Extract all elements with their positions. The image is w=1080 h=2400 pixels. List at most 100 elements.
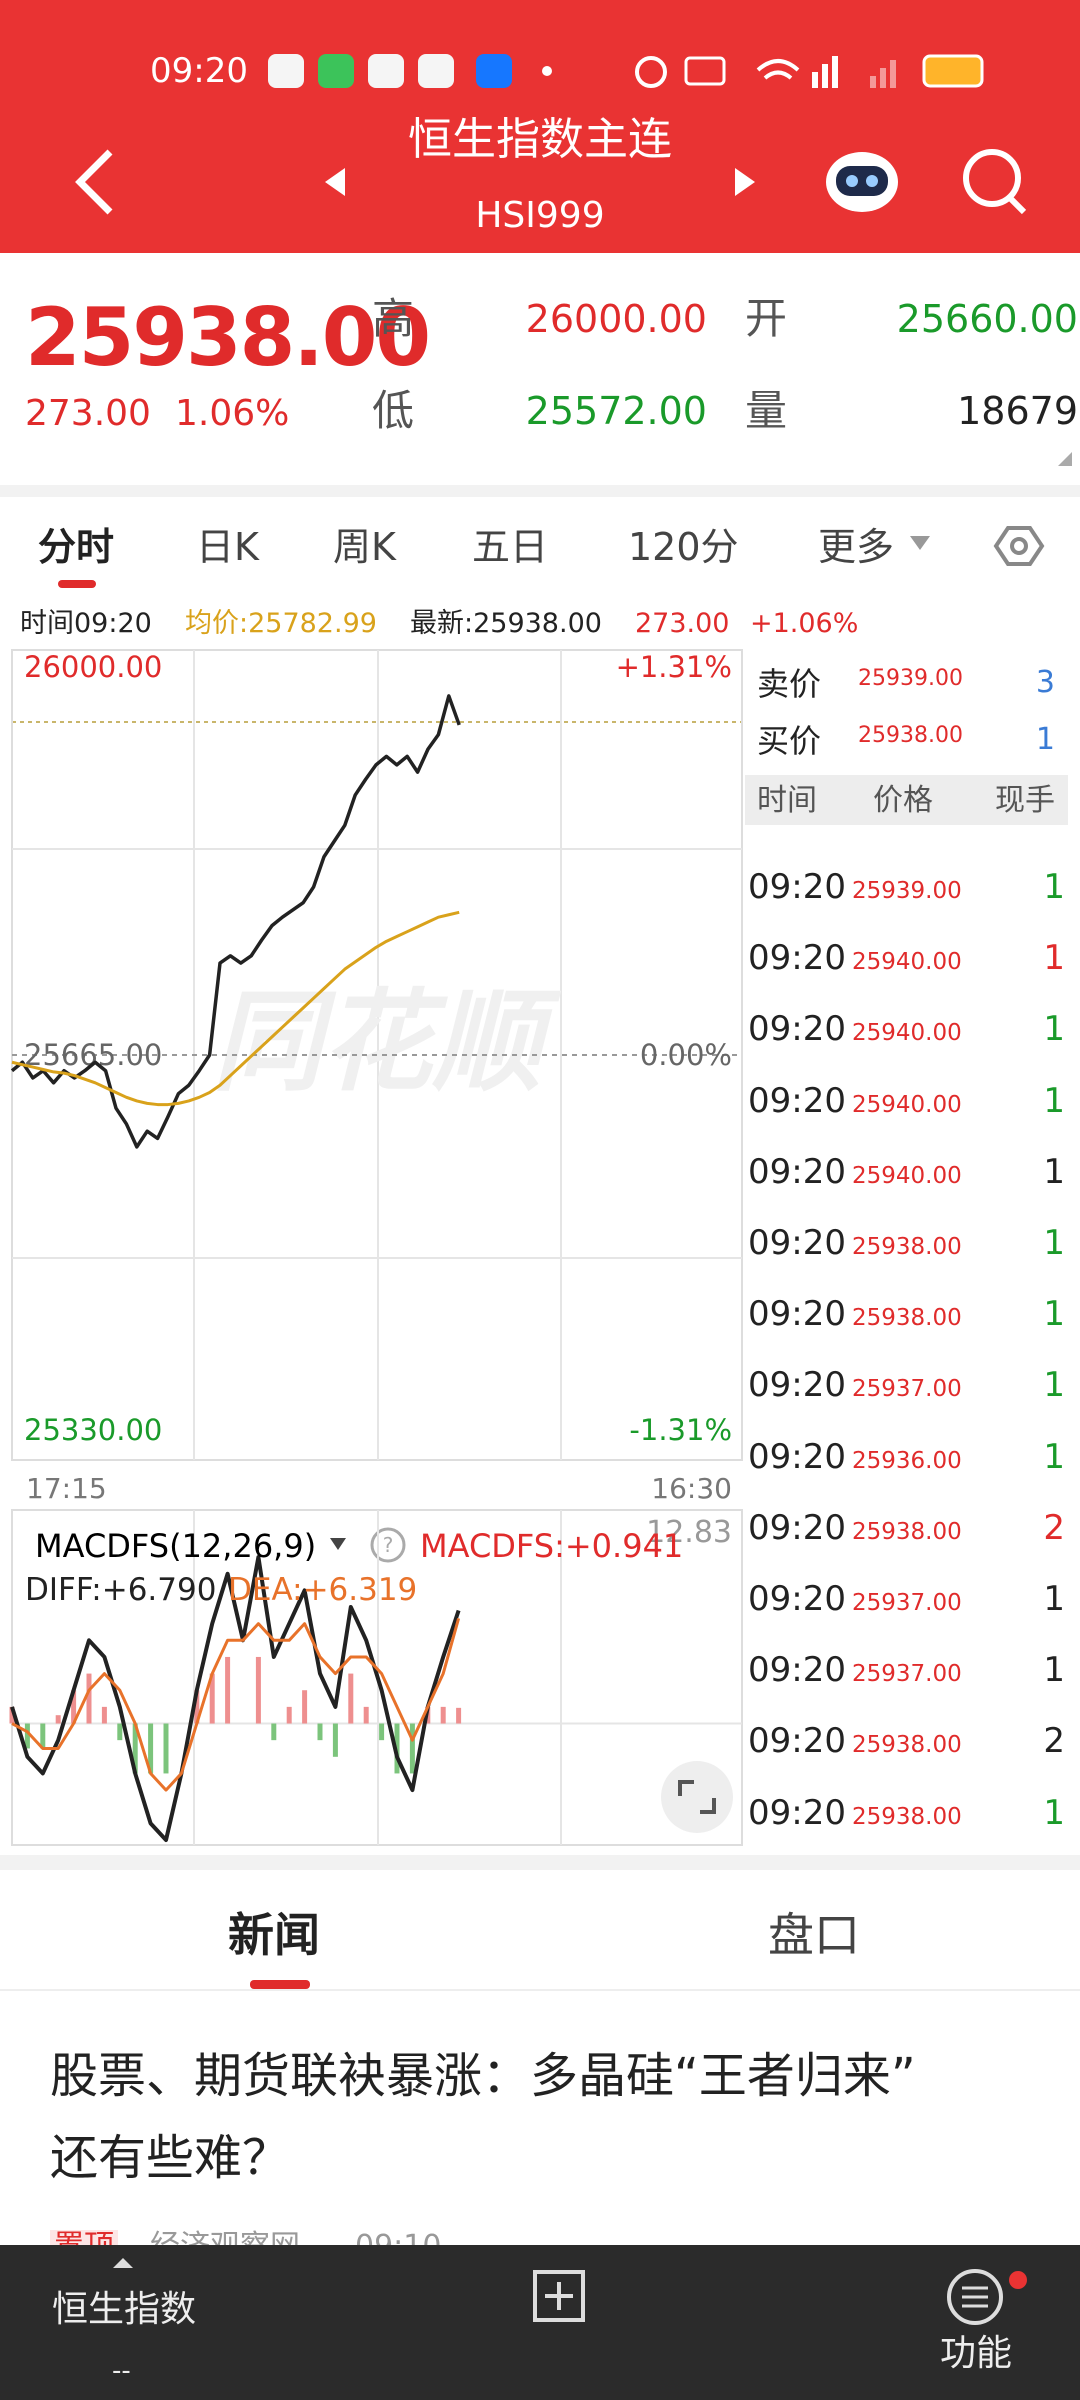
macd-bar [332, 1723, 338, 1757]
trade-price: 25938.00 [852, 1305, 962, 1332]
column-header: 价格 [873, 783, 933, 818]
low-label: 低 [372, 386, 415, 435]
macd-bar [363, 1706, 369, 1724]
change-pct: 1.06% [175, 393, 290, 434]
trade-price: 25937.00 [852, 1376, 962, 1403]
separator [0, 1855, 1080, 1870]
trade-price: 25940.00 [852, 1020, 962, 1047]
trade-qty: 1 [1043, 867, 1065, 907]
settings-button[interactable] [993, 526, 1045, 566]
trade-time: 09:20 [748, 1579, 846, 1619]
macd-bar [317, 1723, 323, 1741]
macd-bar [9, 1706, 15, 1724]
more-arrow [910, 536, 930, 550]
tab-underline [58, 580, 96, 588]
news-tab[interactable]: 盘口 [768, 1908, 860, 1962]
trade-time: 09:20 [748, 1151, 846, 1192]
svg-text:?: ? [383, 1533, 394, 1557]
trade-time: 09:20 [748, 1294, 846, 1335]
macd-bar [286, 1706, 292, 1724]
trade-price: 25938.00 [852, 1234, 962, 1260]
bid-qty: 1 [1035, 722, 1055, 757]
low: 25572.00 [525, 389, 707, 433]
trade-qty: 1 [1043, 1792, 1065, 1833]
prev-button[interactable] [325, 168, 345, 196]
assistant-button[interactable] [826, 152, 898, 212]
tab[interactable]: 五日 [472, 525, 549, 569]
bid-price: 25938.00 [858, 723, 963, 748]
trade-qty: 1 [1043, 1294, 1065, 1335]
macd-line [10, 1555, 461, 1843]
help-icon[interactable]: ? [370, 1527, 406, 1563]
trade-time: 09:20 [748, 1223, 846, 1263]
bottom-function[interactable]: 功能 [940, 2333, 1013, 2374]
tab[interactable]: 120分 [628, 525, 739, 569]
macd-bar [24, 1723, 30, 1749]
trade-qty: 2 [1043, 1721, 1065, 1762]
pct-label: -1.31% [629, 1413, 732, 1447]
trade-qty: 1 [1043, 1223, 1065, 1263]
y-tick-label: 25330.00 [24, 1413, 162, 1447]
corner-mark [1058, 452, 1072, 466]
legend-entry: DEA:+6.319 [228, 1572, 417, 1608]
macd-dropdown[interactable] [330, 1538, 346, 1550]
trade-price: 25940.00 [852, 1091, 962, 1118]
trade-price: 25940.00 [852, 949, 962, 976]
trade-qty: 1 [1043, 1080, 1065, 1121]
info-time: 时间09:20 [20, 608, 152, 639]
trade-price: 25938.00 [852, 1803, 962, 1830]
legend-entry: DIFF:+6.790 [25, 1572, 216, 1608]
high-label: 高 [372, 294, 415, 343]
search-button[interactable] [963, 149, 1027, 215]
y-tick-label: 26000.00 [24, 650, 162, 684]
trade-qty: 2 [1043, 1507, 1065, 1548]
bottom-index[interactable]: 恒生指数 [52, 2289, 197, 2330]
pct-label: +1.31% [616, 650, 732, 684]
ask-qty: 3 [1035, 665, 1055, 700]
trade-qty: 1 [1043, 1650, 1065, 1691]
tab[interactable]: 日K [196, 525, 259, 569]
trade-time: 09:20 [748, 1650, 846, 1691]
column-header: 时间 [757, 783, 817, 818]
macd-bar [163, 1723, 169, 1774]
tab[interactable]: 分时 [38, 525, 115, 569]
trade-time: 09:20 [748, 1436, 846, 1477]
y-tick-label: 25665.00 [24, 1038, 162, 1072]
open-label: 开 [745, 294, 788, 343]
bid-label: 买价 [757, 722, 822, 760]
trade-qty: 1 [1043, 1009, 1065, 1050]
headline[interactable]: 股票、期货联袂暴涨：多晶硅“王者归来” [50, 2048, 916, 2104]
macd-bar [71, 1690, 77, 1724]
macd-bar [194, 1690, 200, 1724]
tab[interactable]: 周K [333, 525, 396, 569]
macd-bar [209, 1673, 215, 1724]
tab[interactable]: 更多 [818, 525, 895, 569]
back-button[interactable] [75, 149, 113, 215]
trade-price: 25937.00 [852, 1661, 962, 1688]
news-tab-underline [250, 1980, 310, 1989]
separator [0, 485, 1080, 497]
macd-line [11, 1617, 461, 1792]
macd-bar [348, 1673, 354, 1724]
next-button[interactable] [735, 168, 755, 196]
header-title[interactable]: 恒生指数主连 [408, 114, 672, 165]
headline[interactable]: 还有些难？ [50, 2130, 291, 2186]
macd-value: MACDFS:+0.941 [420, 1527, 683, 1565]
trade-time: 09:20 [748, 1507, 846, 1548]
volume-label: 量 [745, 386, 788, 435]
trade-qty: 1 [1043, 938, 1065, 979]
ask-price: 25939.00 [858, 666, 963, 691]
news-tab[interactable]: 新闻 [228, 1908, 320, 1962]
info-change: 273.00 [635, 608, 730, 639]
trade-time: 09:20 [748, 1721, 846, 1762]
macd-bar [132, 1723, 138, 1774]
trade-qty: 1 [1043, 1436, 1065, 1477]
expand-button[interactable] [661, 1761, 733, 1833]
macd-bar [302, 1690, 308, 1724]
trade-price: 25937.00 [852, 1590, 962, 1616]
trade-price: 25939.00 [852, 878, 962, 904]
status-time: 09:20 [150, 51, 248, 91]
macd-bar [440, 1706, 446, 1724]
